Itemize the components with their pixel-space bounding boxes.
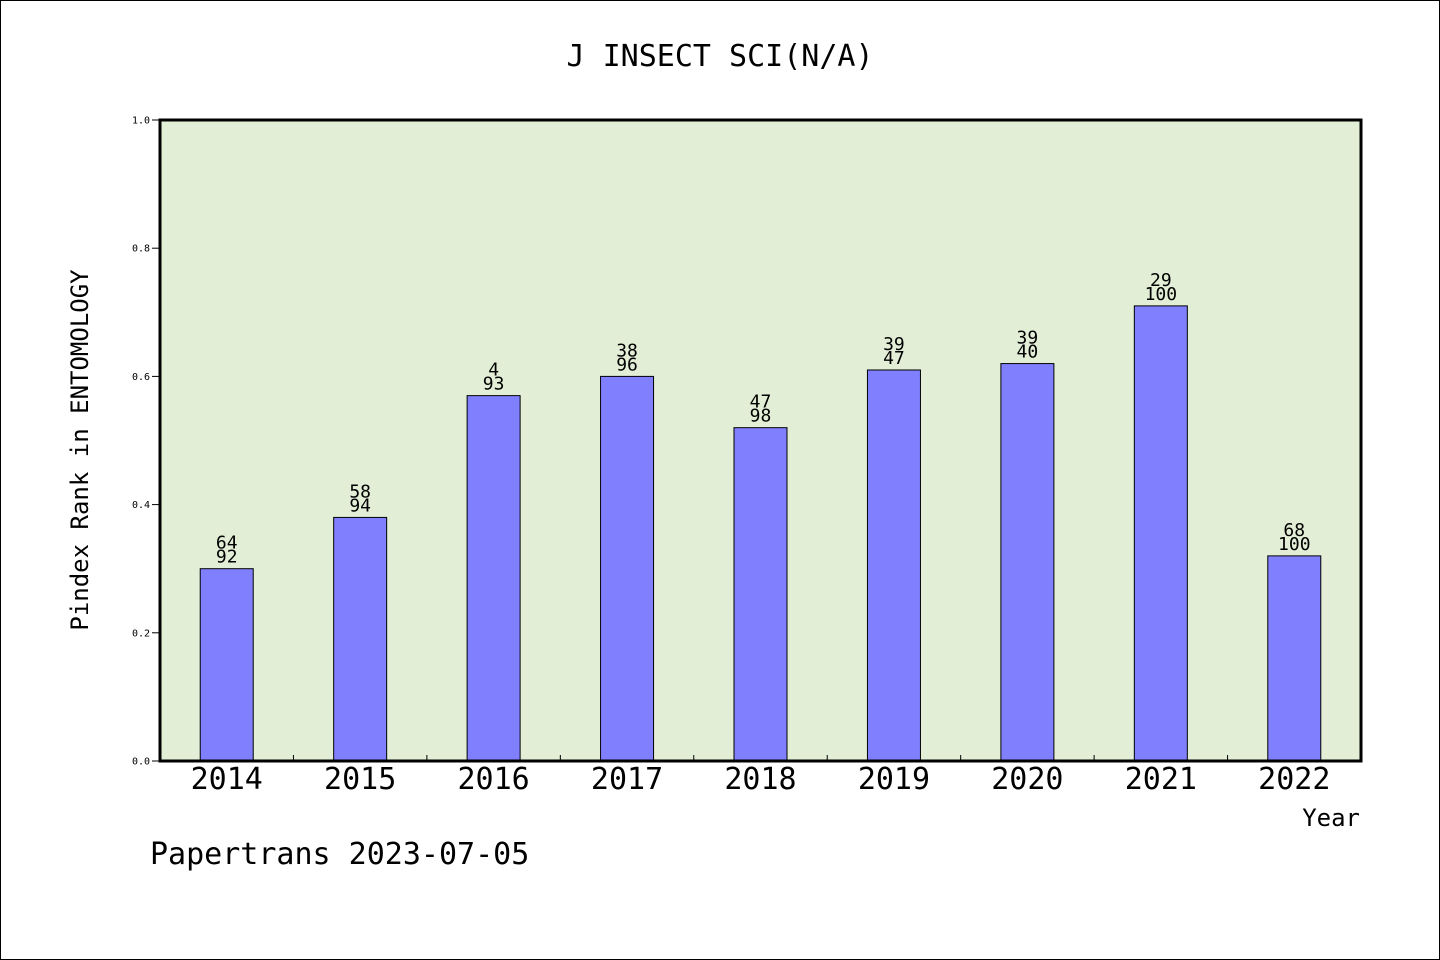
bar — [199, 568, 254, 762]
bar — [1133, 305, 1188, 762]
x-tick-label: 2018 — [724, 762, 796, 797]
bar-label-top: 29 — [1150, 270, 1172, 291]
bar-label-top: 64 — [216, 533, 238, 554]
y-axis-label: Pindex Rank in ENTOMOLOGY — [66, 269, 94, 631]
x-tick-label: 2016 — [457, 762, 529, 797]
bar-label-bottom: 47 — [883, 348, 905, 369]
bar — [733, 427, 788, 762]
y-tick-label: 0.4 — [132, 500, 150, 511]
bar-label-top: 58 — [349, 481, 371, 502]
bar — [1000, 363, 1055, 762]
bar-label-bottom: 94 — [349, 495, 371, 516]
bar-label-top: 68 — [1283, 520, 1305, 541]
bar-label-bottom: 100 — [1145, 284, 1178, 305]
chart-title: J INSECT SCI(N/A) — [566, 39, 873, 74]
bar-label-top: 39 — [883, 334, 905, 355]
bar — [333, 516, 388, 762]
bar — [866, 369, 921, 762]
bar-label-bottom: 92 — [216, 547, 238, 568]
bar — [466, 395, 521, 762]
x-tick-label: 2019 — [858, 762, 930, 797]
plot-border — [158, 118, 1363, 763]
x-tick-label: 2022 — [1258, 762, 1330, 797]
bar — [1267, 555, 1322, 762]
bar-label-bottom: 93 — [483, 374, 505, 395]
bar-label-bottom: 100 — [1278, 534, 1311, 555]
bar-label-top: 4 — [488, 360, 499, 381]
bar-label-top: 38 — [616, 340, 638, 361]
bar-label-bottom: 40 — [1017, 342, 1039, 363]
x-axis-label: Year — [1302, 804, 1360, 832]
bar-label-top: 39 — [1017, 328, 1039, 349]
x-tick-label: 2014 — [191, 762, 263, 797]
x-tick-label: 2021 — [1125, 762, 1197, 797]
y-tick-label: 0.8 — [132, 244, 150, 255]
bar-label-bottom: 96 — [616, 354, 638, 375]
x-tick-label: 2017 — [591, 762, 663, 797]
footer-text: Papertrans 2023-07-05 — [150, 837, 529, 872]
y-tick-label: 0.2 — [132, 628, 150, 639]
bar — [600, 375, 655, 762]
bar-label-bottom: 98 — [750, 406, 772, 427]
bar-label-top: 47 — [750, 392, 772, 413]
y-tick-label: 0.0 — [132, 757, 150, 768]
y-tick-label: 1.0 — [132, 116, 150, 127]
x-tick-label: 2015 — [324, 762, 396, 797]
x-tick-label: 2020 — [991, 762, 1063, 797]
y-tick-label: 0.6 — [132, 372, 150, 383]
